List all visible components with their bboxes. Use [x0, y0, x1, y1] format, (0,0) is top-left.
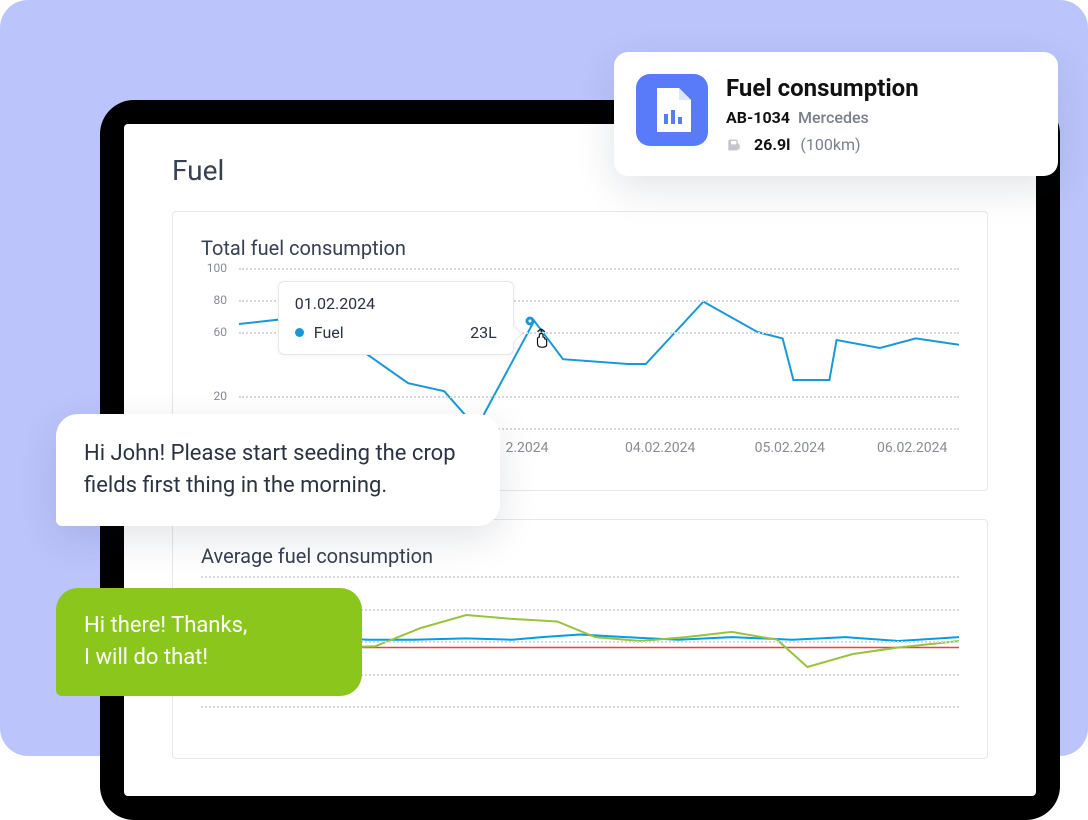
- report-icon: [636, 74, 708, 146]
- rate-value: 26.9l: [754, 135, 790, 154]
- canvas: Fuel Total fuel consumption 206080100 2.…: [0, 0, 1088, 756]
- chart1-tooltip: 01.02.2024 Fuel 23L: [278, 281, 514, 355]
- tooltip-series-value: 23L: [470, 323, 497, 342]
- tooltip-series-label: Fuel: [314, 323, 470, 342]
- fuel-pump-icon: [726, 136, 744, 154]
- vehicle-brand: Mercedes: [798, 108, 869, 127]
- chat-message-outgoing: Hi John! Please start seeding the crop f…: [56, 414, 500, 526]
- tooltip-date: 01.02.2024: [295, 294, 497, 313]
- card-title: Fuel consumption: [726, 74, 1032, 102]
- rate-per: (100km): [800, 135, 860, 154]
- chat-message-incoming: Hi there! Thanks, I will do that!: [56, 588, 362, 696]
- cursor-icon: [532, 327, 554, 354]
- tooltip-dot: [295, 328, 304, 337]
- chart2-title: Average fuel consumption: [201, 544, 959, 568]
- card-subtitle: AB-1034 Mercedes: [726, 108, 1032, 127]
- chart1-y-axis: 206080100: [201, 268, 233, 428]
- chart1-title: Total fuel consumption: [201, 236, 959, 260]
- vehicle-plate: AB-1034: [726, 108, 790, 127]
- chart1-cursor-marker: [525, 316, 534, 325]
- fuel-consumption-card[interactable]: Fuel consumption AB-1034 Mercedes 26.9l …: [614, 52, 1058, 176]
